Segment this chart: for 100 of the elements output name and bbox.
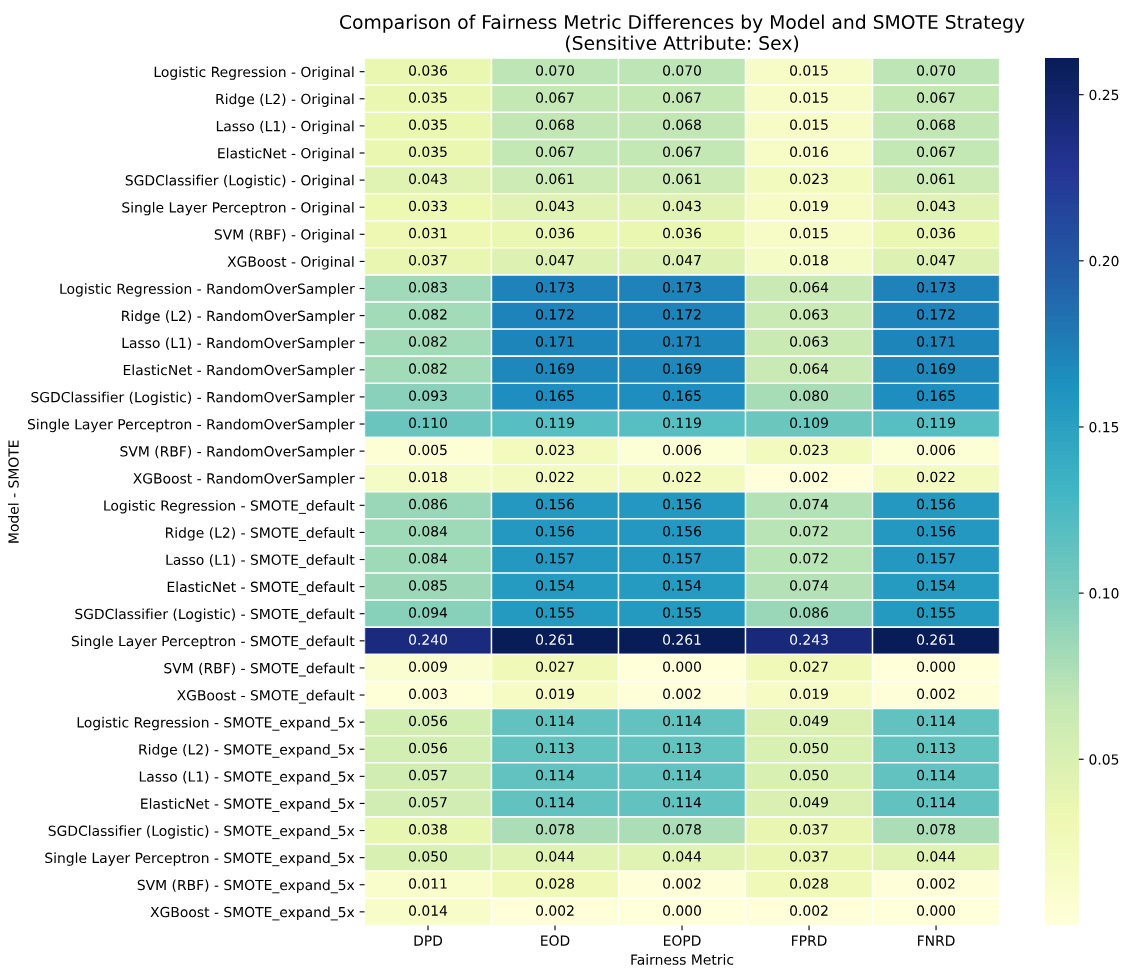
- data-label: 0.155: [663, 607, 701, 618]
- y-tick-label: Lasso (L1) - SMOTE_default: [166, 554, 355, 569]
- data-label: 0.015: [790, 65, 828, 76]
- data-label: 0.000: [917, 661, 956, 672]
- y-tick-label: SVM (RBF) - Original: [214, 229, 354, 243]
- data-label: 0.114: [917, 769, 956, 781]
- data-label: 0.165: [536, 390, 574, 401]
- x-tick-label: EOD: [541, 935, 570, 946]
- data-label: 0.113: [917, 742, 955, 754]
- data-label: 0.047: [536, 254, 574, 266]
- data-label: 0.022: [917, 471, 955, 483]
- data-label: 0.078: [536, 824, 574, 835]
- y-tick-label: Single Layer Perceptron - RandomOverSampler: [27, 418, 355, 433]
- data-label: 0.156: [536, 525, 575, 537]
- data-label: 0.119: [917, 417, 955, 429]
- data-label: 0.047: [917, 254, 955, 266]
- y-tick-label: Single Layer Perceptron - SMOTE_default: [71, 635, 355, 650]
- data-label: 0.172: [663, 309, 701, 320]
- data-label: 0.093: [409, 390, 447, 401]
- data-label: 0.063: [790, 336, 828, 347]
- data-label: 0.156: [663, 525, 702, 537]
- data-label: 0.240: [409, 634, 447, 645]
- data-label: 0.067: [536, 146, 574, 158]
- data-label: 0.169: [663, 363, 701, 374]
- data-label: 0.172: [917, 309, 955, 320]
- data-label: 0.015: [790, 92, 828, 103]
- data-label: 0.156: [663, 498, 702, 510]
- data-label: 0.086: [790, 607, 829, 618]
- data-label: 0.002: [790, 471, 828, 483]
- y-tick-label: XGBoost - RandomOverSampler: [133, 472, 355, 487]
- data-label: 0.173: [663, 282, 701, 293]
- data-label: 0.002: [917, 688, 955, 700]
- data-label: 0.000: [663, 905, 701, 916]
- data-label: 0.068: [536, 119, 574, 130]
- data-label: 0.038: [409, 824, 447, 835]
- data-label: 0.023: [790, 444, 828, 456]
- y-tick-label: Logistic Regression - SMOTE_default: [104, 500, 355, 514]
- data-label: 0.165: [663, 390, 701, 401]
- data-label: 0.070: [536, 65, 574, 76]
- data-label: 0.074: [790, 498, 829, 510]
- data-label: 0.156: [917, 525, 956, 537]
- y-tick-label: Lasso (L1) - Original: [216, 120, 354, 135]
- data-label: 0.006: [663, 444, 702, 456]
- data-label: 0.043: [917, 200, 955, 212]
- data-label: 0.057: [409, 796, 447, 808]
- data-label: 0.109: [790, 417, 828, 429]
- data-label: 0.043: [409, 173, 447, 185]
- data-label: 0.050: [790, 769, 828, 781]
- color-bar-label: 0.20: [1089, 255, 1119, 267]
- data-label: 0.067: [663, 92, 701, 103]
- data-label: 0.049: [790, 796, 828, 808]
- data-label: 0.033: [409, 200, 447, 212]
- color-bar-label: 0.25: [1089, 89, 1119, 101]
- data-label: 0.072: [790, 553, 828, 564]
- y-tick-label: Ridge (L2) - Original: [216, 93, 354, 107]
- data-label: 0.078: [917, 824, 955, 835]
- data-label: 0.023: [790, 173, 828, 185]
- x-axis-title: Fairness Metric: [631, 954, 734, 965]
- data-label: 0.169: [917, 363, 955, 374]
- y-tick-label: XGBoost - SMOTE_default: [177, 689, 355, 704]
- data-label: 0.006: [917, 444, 956, 456]
- data-label: 0.000: [917, 905, 956, 916]
- data-label: 0.027: [790, 661, 828, 672]
- data-label: 0.014: [409, 905, 448, 916]
- data-label: 0.173: [917, 282, 955, 293]
- y-tick-label: Lasso (L1) - RandomOverSampler: [122, 337, 355, 351]
- data-label: 0.022: [536, 471, 574, 483]
- data-label: 0.084: [409, 553, 448, 564]
- data-label: 0.043: [663, 200, 701, 212]
- data-label: 0.047: [663, 254, 701, 266]
- data-label: 0.057: [409, 769, 447, 781]
- data-label: 0.155: [536, 607, 574, 618]
- data-label: 0.084: [409, 525, 448, 537]
- data-label: 0.002: [536, 905, 574, 916]
- data-label: 0.018: [409, 471, 447, 483]
- y-tick-label: Single Layer Perceptron - SMOTE_expand_5x: [45, 852, 355, 867]
- data-label: 0.261: [536, 634, 574, 645]
- y-tick-label: Lasso (L1) - SMOTE_expand_5x: [139, 771, 355, 785]
- data-label: 0.154: [536, 580, 575, 591]
- data-label: 0.035: [409, 146, 447, 158]
- data-label: 0.015: [790, 227, 828, 239]
- data-label: 0.067: [917, 92, 955, 103]
- data-label: 0.068: [917, 119, 955, 130]
- data-label: 0.171: [536, 336, 574, 347]
- y-tick-label: Ridge (L2) - SMOTE_expand_5x: [139, 743, 355, 758]
- data-label: 0.082: [409, 336, 447, 347]
- data-label: 0.023: [536, 444, 574, 456]
- data-label: 0.036: [409, 65, 448, 76]
- color-bar-label: 0.15: [1089, 421, 1119, 433]
- color-bar-label: 0.05: [1089, 754, 1119, 765]
- x-tick-label: FNRD: [918, 935, 955, 946]
- data-label: 0.078: [663, 824, 701, 835]
- data-label: 0.049: [790, 715, 828, 727]
- data-label: 0.037: [790, 824, 828, 835]
- data-label: 0.061: [917, 173, 955, 185]
- y-tick-label: Logistic Regression - RandomOverSampler: [60, 283, 355, 297]
- x-tick-label: EOPD: [664, 935, 701, 946]
- y-axis-title: Model - SMOTE: [8, 440, 19, 543]
- data-label: 0.085: [409, 580, 447, 591]
- data-label: 0.114: [536, 769, 575, 781]
